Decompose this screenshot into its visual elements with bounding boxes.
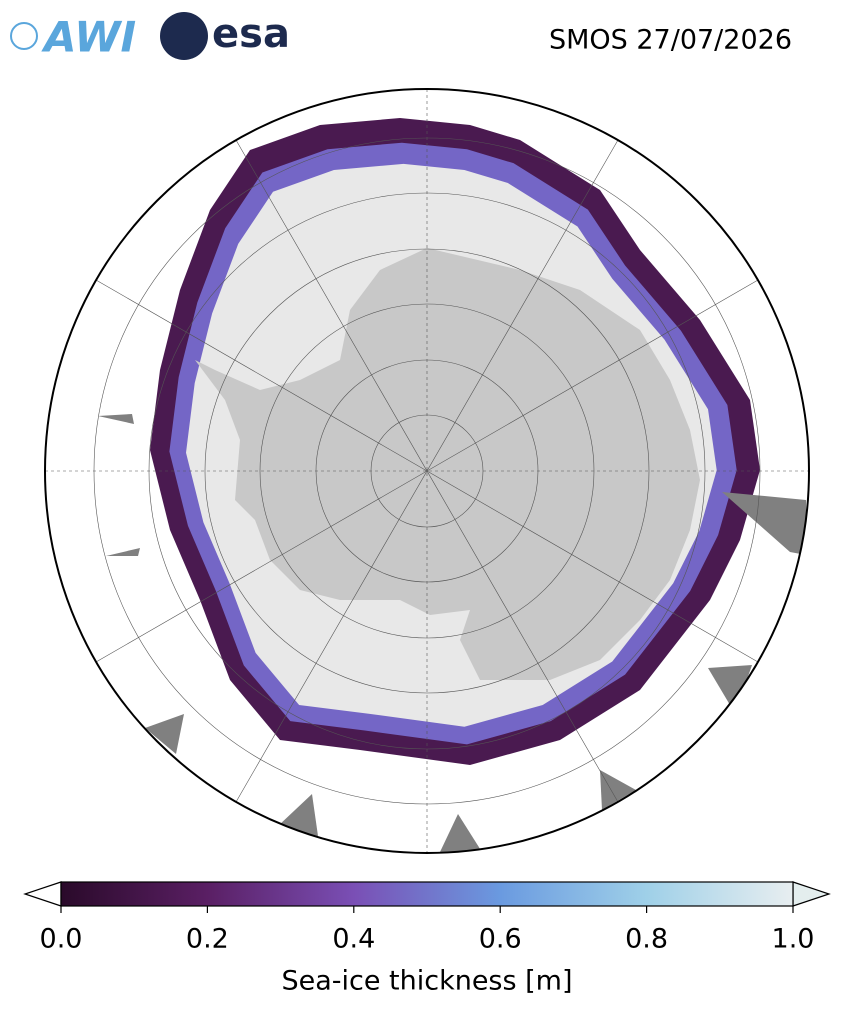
tick-label: 0.6: [479, 924, 522, 955]
colorbar-extend-high: [792, 881, 831, 907]
colorbar-ramp: [60, 881, 794, 907]
logos: AWI esa: [10, 11, 290, 62]
title: SMOS 27/07/2026: [549, 25, 792, 56]
tick-label: 0.2: [186, 924, 229, 955]
map-frame: [44, 88, 810, 854]
esa-icon: [160, 12, 208, 60]
colorbar-extend-low: [23, 881, 62, 907]
colorbar-label: Sea-ice thickness [m]: [281, 966, 572, 997]
esa-logo: esa: [212, 11, 290, 57]
graticule: [45, 89, 809, 853]
awi-icon: [10, 22, 38, 50]
tick-label: 1.0: [772, 924, 815, 955]
tick-label: 0.4: [332, 924, 375, 955]
tick-label: 0.0: [40, 924, 83, 955]
tick-label: 0.8: [625, 924, 668, 955]
map: [45, 89, 809, 853]
colorbar: [23, 881, 831, 913]
antarctica: [195, 248, 700, 680]
awi-logo: AWI: [41, 13, 136, 62]
